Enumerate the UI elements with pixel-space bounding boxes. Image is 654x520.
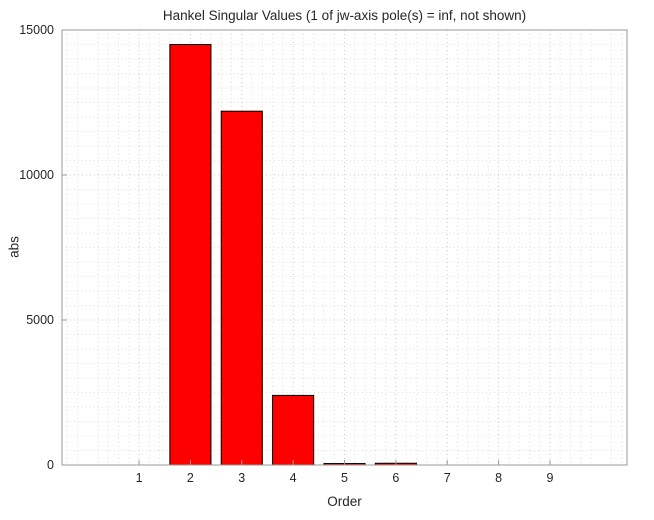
x-axis-label: Order (327, 494, 362, 509)
x-tick-label: 1 (136, 471, 143, 485)
bar-order-2 (169, 44, 212, 466)
y-tick-label: 5000 (26, 313, 54, 327)
x-tick-label: 6 (392, 471, 399, 485)
y-tick-label: 15000 (19, 23, 54, 37)
x-tick-label: 5 (341, 471, 348, 485)
y-tick-label: 10000 (19, 168, 54, 182)
bar-order-4 (272, 394, 315, 466)
x-tick-label: 2 (187, 471, 194, 485)
x-tick-label: 9 (546, 471, 553, 485)
x-tick-label: 7 (444, 471, 451, 485)
chart-title: Hankel Singular Values (1 of jw-axis pol… (162, 8, 527, 23)
y-tick-label: 0 (47, 458, 54, 472)
x-tick-label: 3 (238, 471, 245, 485)
x-tick-label: 8 (495, 471, 502, 485)
x-tick-label: 4 (290, 471, 297, 485)
bar-order-3 (220, 110, 263, 466)
